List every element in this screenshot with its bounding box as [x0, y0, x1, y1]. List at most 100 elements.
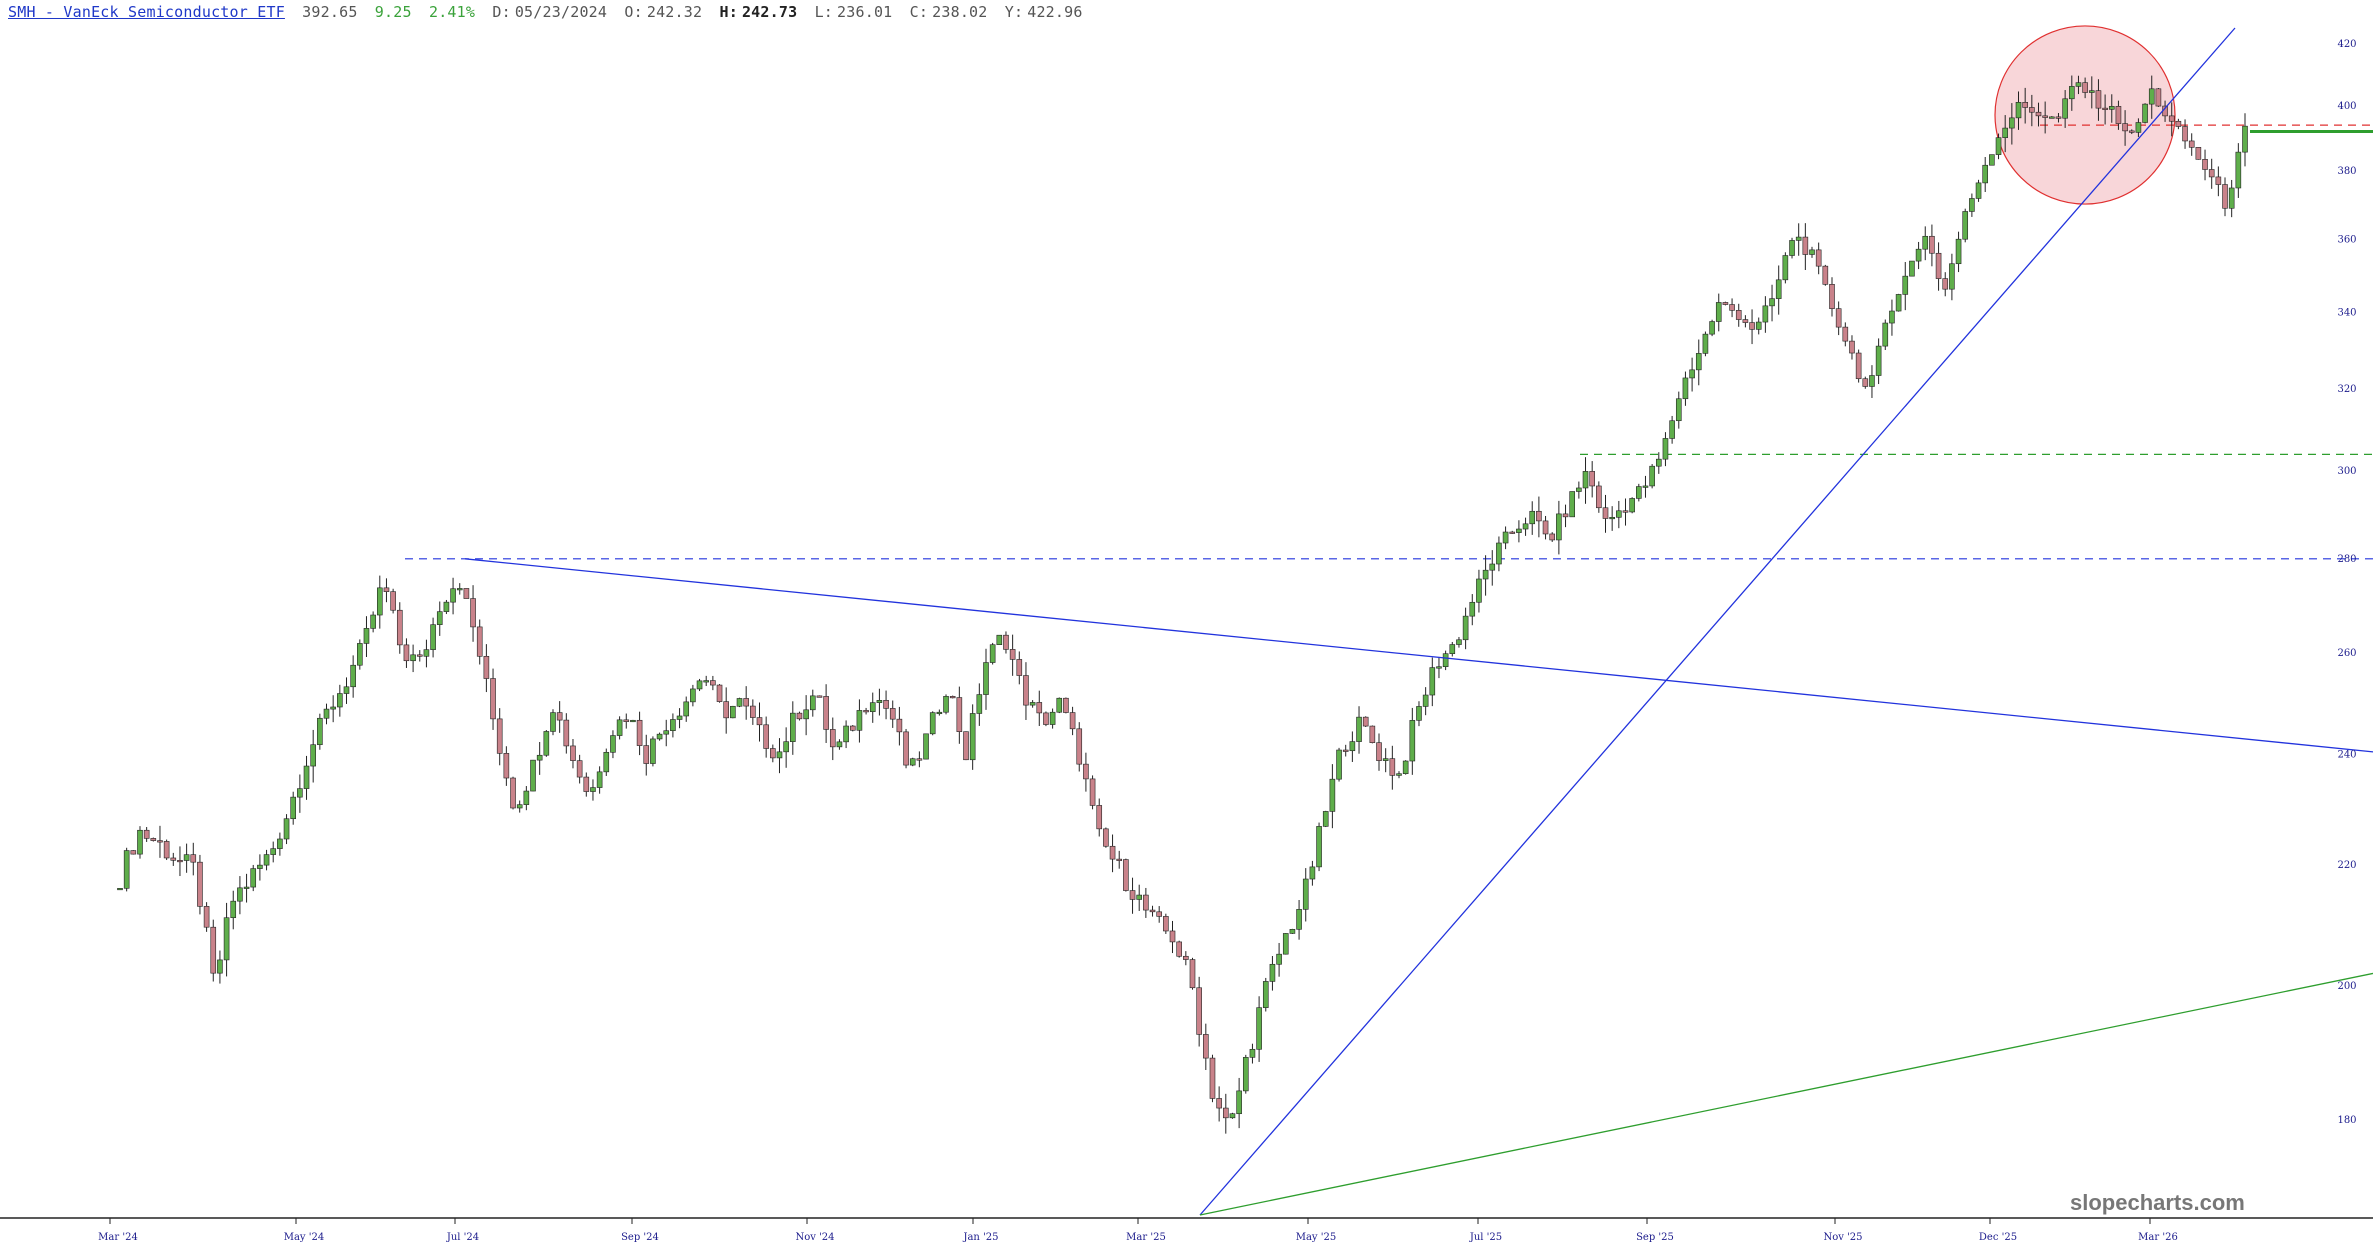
candle-up [1496, 542, 1502, 565]
candle-up [1909, 260, 1915, 277]
candle-down [643, 745, 650, 764]
y-tick-label: 220 [2337, 860, 2356, 871]
candle-down [816, 695, 823, 698]
candle-down [390, 591, 396, 611]
candle-up [610, 735, 616, 753]
y-tick-label: 420 [2337, 39, 2356, 50]
candle-down [1596, 485, 1602, 509]
candle-up [237, 887, 243, 902]
symbol-link[interactable]: SMH - VanEck Semiconductor ETF [8, 3, 285, 21]
candle-up [1382, 758, 1389, 761]
candle-up [803, 709, 809, 720]
candle-up [250, 868, 257, 888]
candle-down [1063, 697, 1069, 713]
candle-down [1109, 845, 1116, 860]
x-tick-label: Mar '24 [98, 1232, 138, 1243]
candle-up [1875, 345, 1882, 376]
candle-up [1995, 137, 2002, 155]
candle-down [710, 680, 716, 686]
candle-up [450, 588, 456, 603]
candle-down [1849, 340, 1855, 354]
candle-down [1069, 712, 1076, 730]
candle-down [796, 712, 803, 720]
candle-up [1522, 523, 1529, 530]
candle-up [790, 712, 796, 742]
candle-up [2069, 86, 2075, 100]
candle-up [1309, 866, 1316, 880]
candle-down [750, 705, 756, 718]
highlight-layer [1994, 25, 2176, 205]
candle-up [183, 854, 190, 861]
candle-up [1655, 458, 1662, 467]
trend-layer [464, 27, 2373, 1216]
candle-up [1989, 154, 1995, 166]
trendline-green [1199, 972, 2373, 1216]
candle-down [1822, 265, 1829, 285]
candle-up [1709, 321, 1715, 335]
candle-down [1602, 507, 1609, 519]
candle-down [763, 724, 769, 749]
candle-down [396, 609, 403, 646]
candle-up [1789, 240, 1795, 256]
candle-down [416, 654, 423, 657]
candle-down [1362, 716, 1369, 727]
candle-down [1043, 712, 1049, 725]
candle-up [1869, 375, 1875, 387]
candle-down [2022, 102, 2028, 108]
trendline-blue-up [1199, 27, 2236, 1216]
candle-up [1975, 182, 1982, 199]
candle-up [297, 788, 303, 798]
candle-up [1476, 578, 1482, 603]
candle-down [157, 840, 163, 843]
candle-up [270, 848, 277, 855]
candle-down [1855, 352, 1862, 380]
candle-up [1702, 333, 1709, 354]
candle-down [1076, 728, 1083, 765]
candle-down [483, 655, 490, 679]
candle-down [1376, 742, 1382, 761]
candle-down [1589, 471, 1595, 487]
candle-up [989, 644, 996, 663]
x-tick-label: Nov '24 [795, 1232, 834, 1243]
candle-up [223, 917, 230, 961]
candle-up [370, 614, 376, 629]
candle-up [1356, 716, 1362, 742]
candle-down [210, 926, 217, 974]
price-change: 9.25 [374, 3, 412, 21]
candle-up [2235, 151, 2242, 189]
candle-down [203, 906, 210, 928]
candle-up [1609, 516, 1615, 520]
candle-up [836, 741, 843, 748]
candle-up [630, 719, 636, 723]
date-value: 05/23/2024 [514, 3, 608, 21]
candle-up [1902, 275, 1909, 295]
candle-down [490, 678, 496, 720]
candle-up [1795, 236, 1802, 241]
candle-down [756, 717, 763, 726]
candle-down [2195, 147, 2202, 160]
candle-up [550, 712, 556, 732]
candle-down [1842, 326, 1849, 342]
candle-up [1349, 741, 1356, 752]
candle-up [1396, 773, 1402, 776]
candle-down [1216, 1098, 1222, 1109]
x-tick-label: Mar '26 [2138, 1232, 2178, 1243]
candle-down [1143, 894, 1149, 911]
x-tick-label: Nov '25 [1823, 1232, 1862, 1243]
candle-down [2128, 130, 2135, 133]
candle-up [1462, 615, 1469, 641]
candle-down [963, 731, 969, 761]
candle-down [1735, 310, 1742, 320]
candle-down [1003, 634, 1009, 650]
candle-down [1509, 531, 1516, 534]
candle-up [1629, 498, 1635, 513]
candle-down [1163, 916, 1169, 932]
candle-up [1229, 1113, 1236, 1119]
y-axis-ticks: 180 200 220 240 260 280 300 320 340 360 380 400 420 [2337, 39, 2356, 1126]
candle-up [363, 628, 370, 644]
candle-up [856, 710, 863, 731]
candle-up [1469, 601, 1476, 617]
candle-up [523, 790, 530, 805]
candle-up [943, 696, 949, 713]
